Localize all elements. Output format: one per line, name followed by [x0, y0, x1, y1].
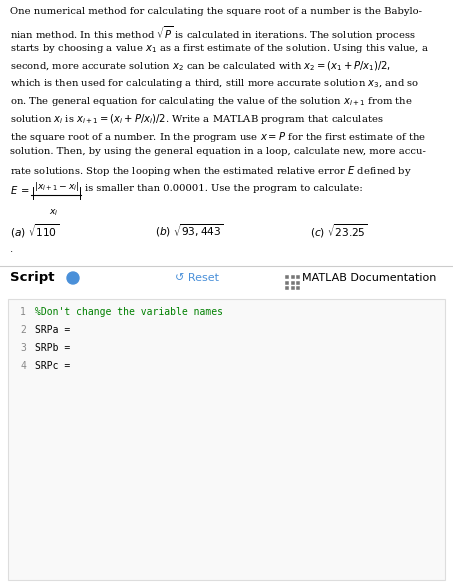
Text: 1: 1 [20, 307, 26, 317]
Text: $(c)\ \sqrt{23.25}$: $(c)\ \sqrt{23.25}$ [310, 222, 368, 240]
FancyBboxPatch shape [285, 275, 289, 279]
Text: ?: ? [71, 274, 75, 283]
Text: MATLAB Documentation: MATLAB Documentation [302, 273, 436, 283]
Text: $E\;=$: $E\;=$ [10, 184, 30, 196]
Text: starts by choosing a value $x_1$ as a first estimate of the solution. Using this: starts by choosing a value $x_1$ as a fi… [10, 42, 429, 55]
Text: .: . [10, 244, 13, 254]
Text: $|x_{i+1}-x_i|$: $|x_{i+1}-x_i|$ [34, 180, 79, 193]
Text: is smaller than 0.00001. Use the program to calculate:: is smaller than 0.00001. Use the program… [85, 184, 363, 193]
Text: rate solutions. Stop the looping when the estimated relative error $E$ defined b: rate solutions. Stop the looping when th… [10, 164, 412, 178]
Text: 4: 4 [20, 361, 26, 371]
FancyBboxPatch shape [8, 299, 445, 580]
Text: nian method. In this method $\sqrt{P}$ is calculated in iterations. The solution: nian method. In this method $\sqrt{P}$ i… [10, 25, 416, 43]
Text: second, more accurate solution $x_2$ can be calculated with $x_2 = (x_1+P/x_1)/2: second, more accurate solution $x_2$ can… [10, 60, 391, 73]
FancyBboxPatch shape [285, 286, 289, 290]
FancyBboxPatch shape [290, 275, 294, 279]
FancyBboxPatch shape [290, 280, 294, 284]
Text: solution. Then, by using the general equation in a loop, calculate new, more acc: solution. Then, by using the general equ… [10, 147, 426, 156]
Text: which is then used for calculating a third, still more accurate solution $x_3$, : which is then used for calculating a thi… [10, 77, 419, 90]
FancyBboxPatch shape [296, 280, 300, 284]
Text: SRPa =: SRPa = [35, 325, 70, 335]
Text: One numerical method for calculating the square root of a number is the Babylo-: One numerical method for calculating the… [10, 7, 422, 16]
Text: $x_i$: $x_i$ [49, 207, 58, 218]
Text: the square root of a number. In the program use $x = P$ for the first estimate o: the square root of a number. In the prog… [10, 129, 426, 143]
Text: $(b)\ \sqrt{93,443}$: $(b)\ \sqrt{93,443}$ [155, 222, 224, 239]
FancyBboxPatch shape [296, 286, 300, 290]
Text: 3: 3 [20, 343, 26, 353]
FancyBboxPatch shape [290, 286, 294, 290]
Text: Script: Script [10, 271, 54, 284]
FancyBboxPatch shape [285, 280, 289, 284]
Text: SRPc =: SRPc = [35, 361, 70, 371]
Text: SRPb =: SRPb = [35, 343, 70, 353]
Text: 2: 2 [20, 325, 26, 335]
Text: %Don't change the variable names: %Don't change the variable names [35, 307, 223, 317]
FancyBboxPatch shape [296, 275, 300, 279]
Circle shape [67, 272, 79, 284]
Text: solution $x_i$ is $x_{i+1} = (x_i+P/x_i)/2$. Write a MATLAB program that calcula: solution $x_i$ is $x_{i+1} = (x_i+P/x_i)… [10, 112, 384, 126]
Text: ↺ Reset: ↺ Reset [175, 273, 219, 283]
Text: $(a)\ \sqrt{110}$: $(a)\ \sqrt{110}$ [10, 222, 59, 240]
Text: on. The general equation for calculating the value of the solution $x_{i+1}$ fro: on. The general equation for calculating… [10, 95, 413, 108]
